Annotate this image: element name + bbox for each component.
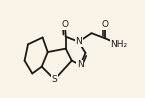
Text: NH₂: NH₂ [110, 40, 127, 49]
Text: O: O [61, 20, 68, 29]
Text: S: S [52, 75, 57, 84]
Text: N: N [77, 60, 84, 69]
Text: N: N [75, 37, 82, 46]
Text: O: O [102, 20, 109, 29]
